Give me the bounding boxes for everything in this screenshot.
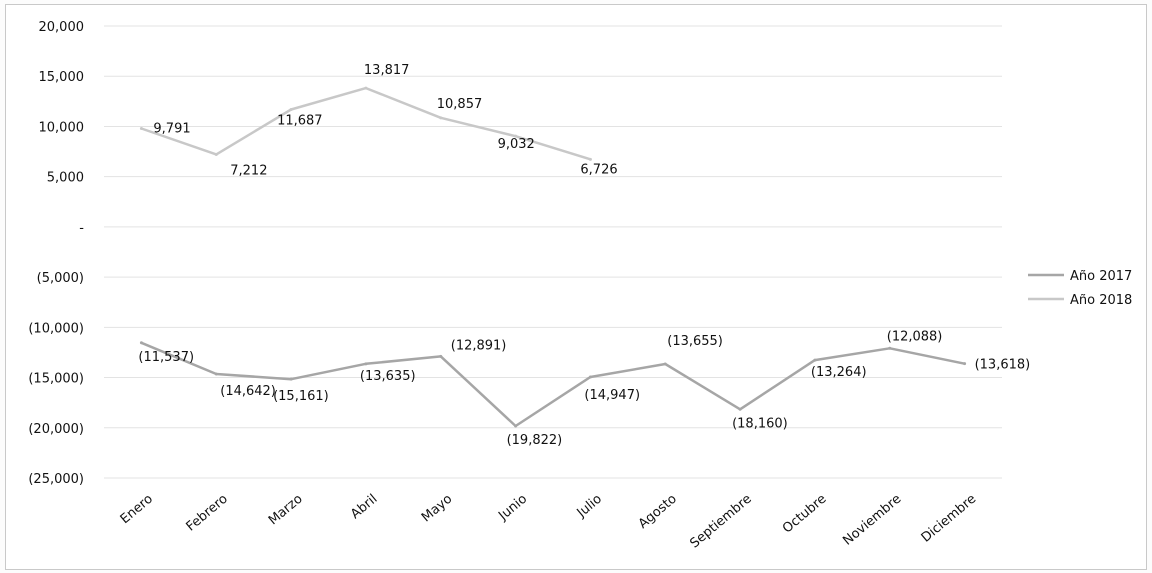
data-point [588, 157, 592, 161]
x-tick-label: Agosto [636, 492, 680, 532]
data-label: 10,857 [437, 97, 483, 112]
data-label: (15,161) [273, 389, 329, 404]
y-tick-label: (20,000) [28, 422, 84, 437]
data-point [439, 354, 443, 358]
data-label: (13,635) [360, 369, 416, 384]
data-point [289, 377, 293, 381]
x-tick-label: Noviembre [840, 492, 904, 549]
x-tick-label: Abril [348, 492, 380, 523]
legend-label: Año 2017 [1070, 269, 1132, 284]
data-label: (18,160) [732, 416, 788, 431]
x-tick-label: Septiembre [687, 492, 754, 552]
data-point [214, 372, 218, 376]
data-point [663, 362, 667, 366]
data-point [364, 86, 368, 90]
data-point [289, 107, 293, 111]
y-tick-label: 15,000 [39, 70, 85, 85]
data-label: 9,791 [153, 122, 190, 137]
data-point [139, 127, 143, 131]
data-point [514, 134, 518, 138]
y-tick-label: (5,000) [37, 271, 84, 286]
y-tick-label: 5,000 [47, 171, 84, 186]
data-point [963, 362, 967, 366]
data-point [888, 346, 892, 350]
x-tick-label: Octubre [780, 492, 830, 537]
data-point [738, 407, 742, 411]
data-point [214, 152, 218, 156]
data-label: 11,687 [277, 113, 323, 128]
data-point [439, 116, 443, 120]
y-tick-label: - [79, 221, 84, 236]
y-tick-label: 10,000 [39, 120, 85, 135]
data-point [364, 362, 368, 366]
data-label: 9,032 [498, 137, 535, 152]
data-point [588, 375, 592, 379]
data-label: 6,726 [580, 162, 617, 177]
data-label: (19,822) [507, 433, 563, 448]
y-tick-label: (15,000) [28, 372, 84, 387]
data-label: (12,891) [451, 338, 507, 353]
data-point [514, 424, 518, 428]
chart-frame [5, 4, 1147, 570]
data-point [139, 341, 143, 345]
data-label: (13,618) [975, 358, 1031, 373]
data-point [813, 358, 817, 362]
x-tick-label: Junio [495, 492, 530, 525]
x-tick-label: Marzo [266, 492, 306, 529]
data-label: 7,212 [230, 163, 267, 178]
series-line [140, 341, 965, 428]
data-label: (13,264) [811, 365, 867, 380]
y-tick-label: 20,000 [39, 20, 85, 35]
y-tick-label: (25,000) [28, 472, 84, 487]
data-label: (12,088) [887, 329, 943, 344]
data-label: 13,817 [364, 63, 410, 78]
x-tick-label: Diciembre [919, 492, 979, 546]
data-label: (13,655) [667, 334, 723, 349]
data-label: (14,642) [220, 384, 276, 399]
y-tick-label: (10,000) [28, 321, 84, 336]
legend-label: Año 2018 [1070, 293, 1132, 308]
x-tick-label: Mayo [419, 492, 455, 526]
data-label: (11,537) [138, 350, 194, 365]
x-tick-label: Julio [574, 492, 605, 522]
x-tick-label: Enero [118, 492, 156, 528]
x-tick-label: Febrero [184, 492, 231, 535]
data-label: (14,947) [584, 388, 640, 403]
